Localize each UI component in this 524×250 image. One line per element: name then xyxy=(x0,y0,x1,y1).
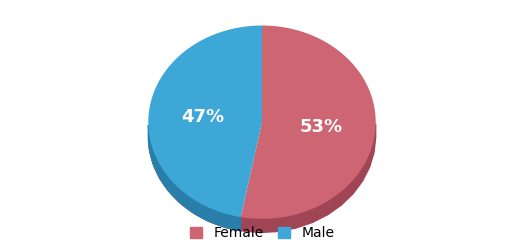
Text: 53%: 53% xyxy=(299,118,342,136)
Polygon shape xyxy=(241,26,376,219)
Polygon shape xyxy=(149,135,241,231)
Polygon shape xyxy=(148,26,262,217)
Polygon shape xyxy=(148,125,241,231)
Text: 47%: 47% xyxy=(182,108,225,126)
Polygon shape xyxy=(150,124,376,232)
Legend: Female, Male: Female, Male xyxy=(190,226,334,240)
